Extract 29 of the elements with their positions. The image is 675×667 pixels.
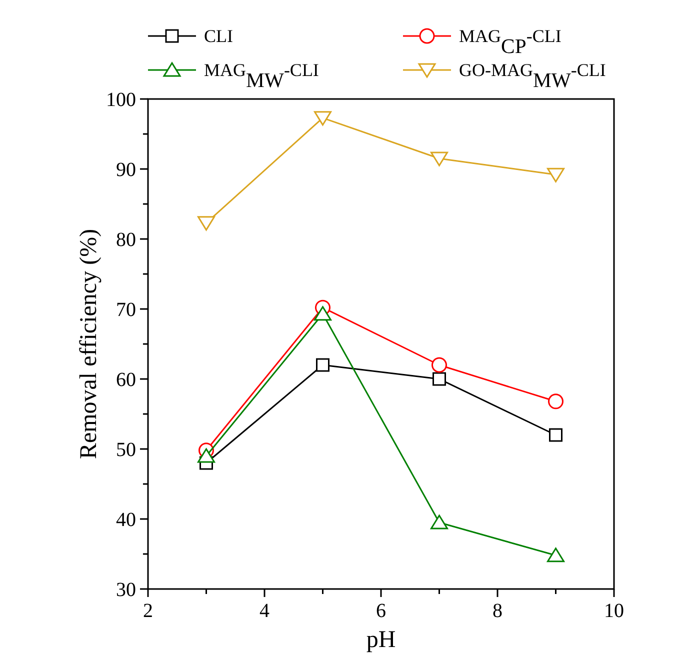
point [547, 548, 564, 562]
x-axis-title: pH [366, 627, 396, 653]
x-tick-label: 10 [604, 600, 624, 622]
point [314, 111, 332, 126]
y-tick-label: 70 [116, 299, 136, 321]
point [316, 358, 330, 372]
y-tick-label: 40 [116, 509, 136, 531]
y-tick-label: 50 [116, 439, 136, 461]
point [198, 216, 215, 231]
point [430, 152, 448, 166]
x-tick-label: 2 [143, 600, 153, 622]
point [314, 306, 332, 321]
point [198, 448, 215, 463]
x-tick-label: 6 [376, 600, 386, 622]
point [432, 357, 447, 373]
point [549, 428, 562, 442]
x-tick-label: 4 [260, 600, 270, 622]
x-tick-label: 8 [492, 600, 502, 622]
legend-label: CLI [204, 26, 233, 46]
point [547, 168, 564, 182]
point [430, 514, 448, 530]
point [432, 372, 446, 386]
y-tick-label: 100 [106, 89, 136, 111]
y-tick-label: 30 [116, 579, 136, 601]
y-tick-label: 80 [116, 229, 136, 251]
y-axis-title: Removal efficiency (%) [76, 228, 102, 460]
y-tick-label: 90 [116, 159, 136, 181]
y-tick-label: 60 [116, 369, 136, 391]
point [548, 394, 564, 410]
